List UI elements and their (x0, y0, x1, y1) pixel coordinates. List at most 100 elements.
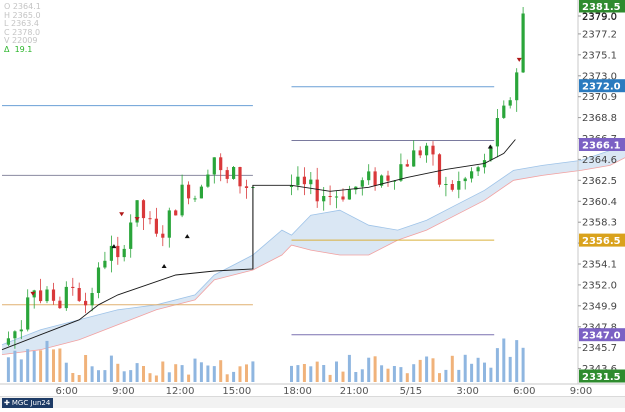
volume-bar (187, 374, 191, 382)
volume-bar (225, 374, 229, 382)
candle-body (450, 184, 454, 190)
candle-body (109, 245, 113, 261)
candle-body (174, 210, 178, 216)
candle-body (26, 297, 30, 330)
volume-bar (418, 359, 422, 382)
volume-bar (109, 355, 113, 382)
y-tick-label: 2349.9 (582, 301, 617, 312)
sell-marker-icon (134, 217, 140, 222)
symbol-tab[interactable]: ✚ MGC Jun24 (2, 398, 54, 408)
x-tick-label: 3:00 (456, 386, 478, 397)
volume-bar (463, 354, 467, 382)
candle-body (289, 185, 294, 187)
price-tag-box (579, 79, 625, 93)
y-tick-label: 2364.6 (582, 155, 617, 166)
candle-body (238, 167, 242, 187)
open-readout: O 2364.1 (4, 2, 41, 11)
ohlc-readout: O 2364.1 H 2365.0 L 2363.4 C 2378.0 V 22… (4, 2, 41, 55)
status-bar: ✚ MGC Jun24 (0, 396, 625, 408)
close-readout: C 2378.0 (4, 27, 41, 37)
candle-body (187, 184, 191, 199)
price-tag-label: 2356.5 (582, 236, 621, 247)
volume-bar (290, 365, 293, 382)
sell-marker-icon (30, 291, 36, 296)
candle-body (180, 184, 184, 216)
candle-body (457, 181, 461, 190)
volume-bar (515, 340, 519, 382)
candle-body (341, 196, 345, 200)
volume-bar (71, 373, 75, 382)
candle-body (521, 13, 525, 73)
price-tag-box (579, 0, 625, 13)
candle-body (154, 218, 158, 234)
candle-body (6, 338, 10, 345)
price-tag-label: 2381.5 (582, 2, 621, 13)
candle-body (122, 248, 126, 258)
x-tick-label: 9:00 (112, 386, 134, 397)
x-tick-label: 18:00 (283, 386, 312, 397)
candle-body (206, 174, 210, 187)
sell-marker-icon (119, 212, 125, 217)
volume-bar (251, 361, 255, 382)
volume-bar (219, 360, 223, 382)
volume-bar (296, 365, 300, 382)
candle-body (51, 289, 56, 301)
candle-body (373, 171, 377, 186)
volume-bar (450, 355, 454, 382)
volume-bar (309, 366, 313, 382)
low-readout: L 2363.4 (4, 19, 39, 29)
volume-bar (489, 367, 493, 382)
y-tick-label: 2377.2 (582, 29, 617, 40)
volume-bar (39, 350, 43, 382)
volume-bar (245, 364, 248, 382)
volume-bar (495, 348, 499, 382)
volume-bar (129, 370, 133, 382)
candle-body (58, 300, 62, 309)
vwap-line (1, 139, 516, 351)
candle-body (64, 286, 68, 309)
candle-body (225, 170, 229, 179)
volume-bar (19, 359, 23, 382)
candle-body (302, 176, 306, 185)
x-tick-label: 15:00 (222, 386, 251, 397)
volume-bar (373, 356, 377, 382)
volume-bar (45, 340, 49, 382)
candle-body (13, 331, 17, 339)
y-tick-label: 2368.8 (582, 113, 617, 124)
volume-bar (322, 365, 326, 382)
candle-body (77, 288, 81, 301)
volume-bar (444, 369, 448, 382)
candle-body (141, 200, 146, 219)
buy-marker-icon (111, 244, 117, 249)
volume-bar (174, 364, 178, 382)
volume-bar (154, 375, 158, 382)
candle-body (476, 167, 480, 172)
y-tick-label: 2345.7 (582, 343, 617, 354)
price-tag-label: 2366.1 (582, 140, 621, 151)
cloud-lower-edge (1, 157, 625, 355)
candle-body (129, 222, 133, 249)
volume-readout: V 22009 (4, 36, 38, 46)
candle-body (32, 290, 36, 298)
buy-marker-icon (487, 144, 493, 149)
candle-body (347, 189, 351, 200)
volume-bar (142, 366, 145, 382)
candle-body (508, 100, 512, 106)
candle-body (39, 290, 43, 302)
y-tick-label: 2354.1 (582, 260, 617, 271)
volume-bar (167, 372, 171, 382)
candle-body (244, 186, 249, 188)
volume-bars (6, 338, 525, 382)
volume-bar (199, 362, 203, 382)
volume-bar (180, 365, 184, 382)
candle-body (96, 267, 101, 293)
candle-body (334, 196, 339, 198)
price-tag-box (579, 233, 625, 247)
trade-markers (30, 57, 522, 296)
volume-bar (6, 357, 10, 382)
volume-bar (135, 363, 139, 382)
y-tick-label: 2360.4 (582, 197, 617, 208)
delta-readout: Δ 19.1 (4, 45, 41, 55)
